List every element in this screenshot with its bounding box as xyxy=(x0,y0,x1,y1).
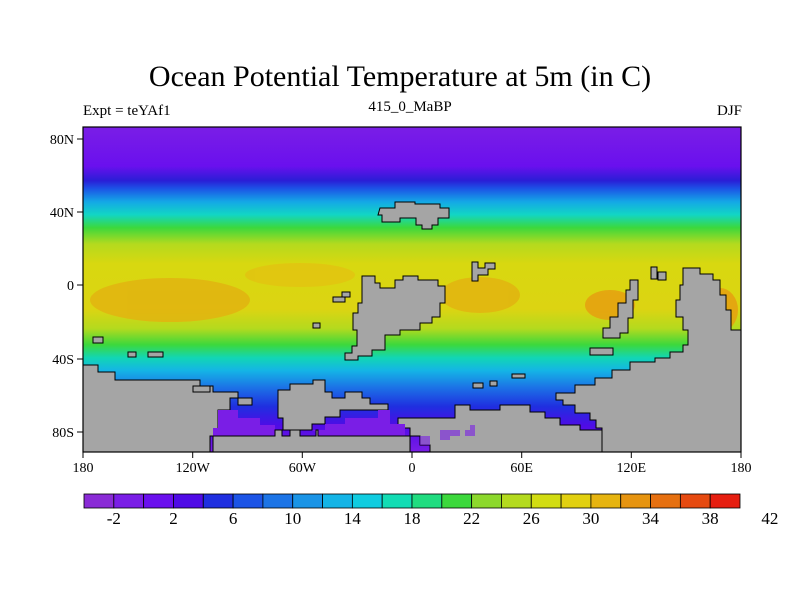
colorbar-box xyxy=(292,493,323,509)
map-title: Ocean Potential Temperature at 5m (in C) xyxy=(148,60,652,93)
colorbar-box xyxy=(173,493,204,509)
colorbar-label: 6 xyxy=(229,509,238,528)
colorbar-box xyxy=(381,493,413,509)
x-tick-label: 120W xyxy=(176,461,211,476)
colorbar-label: 34 xyxy=(642,509,660,528)
colorbar-label: 42 xyxy=(761,509,778,528)
y-tick-labels: 80N 40N 0 40S 80S xyxy=(50,133,74,441)
colorbar xyxy=(83,493,741,509)
x-tick-label: 180 xyxy=(73,461,94,476)
x-tick-label: 60W xyxy=(289,461,317,476)
x-tick-label: 0 xyxy=(409,461,416,476)
colorbar-box xyxy=(620,493,651,509)
experiment-label: Expt = teYAf1 xyxy=(83,103,171,119)
colorbar-label: 30 xyxy=(582,509,599,528)
colorbar-label: 14 xyxy=(344,509,362,528)
x-tick-label: 60E xyxy=(510,461,533,476)
period-label: 415_0_MaBP xyxy=(368,99,452,115)
colorbar-label: 2 xyxy=(169,509,178,528)
colorbar-box xyxy=(351,493,383,509)
colorbar-label: -2 xyxy=(107,509,121,528)
colorbar-box xyxy=(471,493,502,509)
y-tick-label: 80S xyxy=(52,426,74,441)
colorbar-box xyxy=(530,493,562,509)
colorbar-box xyxy=(143,493,174,509)
colorbar-box xyxy=(232,493,264,509)
y-tick-label: 40S xyxy=(52,353,74,368)
colorbar-box xyxy=(113,493,145,509)
colorbar-box xyxy=(501,493,532,509)
colorbar-box xyxy=(202,493,234,509)
colorbar-box xyxy=(590,493,622,509)
colorbar-box xyxy=(262,493,294,509)
colorbar-label: 26 xyxy=(523,509,540,528)
y-tick-label: 0 xyxy=(67,279,74,294)
x-tick-label: 180 xyxy=(731,461,752,476)
colorbar-box xyxy=(411,493,443,509)
y-tick-label: 40N xyxy=(50,206,74,221)
x-tick-labels: 180 120W 60W 0 60E 120E 180 xyxy=(73,461,752,476)
y-tick-label: 80N xyxy=(50,133,74,148)
colorbar-box xyxy=(709,493,741,509)
x-tick-label: 120E xyxy=(617,461,647,476)
colorbar-box xyxy=(441,493,473,509)
colorbar-label: 18 xyxy=(404,509,421,528)
cold-pockets xyxy=(213,410,475,445)
colorbar-box xyxy=(650,493,681,509)
colorbar-label: 38 xyxy=(702,509,719,528)
colorbar-label: 10 xyxy=(284,509,301,528)
antarctic-coast xyxy=(212,429,411,453)
colorbar-box xyxy=(322,493,353,509)
colorbar-labels: -2 2 6 10 14 18 22 26 30 34 38 42 xyxy=(107,509,779,528)
colorbar-box xyxy=(560,493,592,509)
colorbar-box xyxy=(679,493,711,509)
season-label: DJF xyxy=(716,103,742,119)
colorbar-label: 22 xyxy=(463,509,480,528)
colorbar-box xyxy=(83,493,115,509)
axis-ticks xyxy=(77,138,742,458)
